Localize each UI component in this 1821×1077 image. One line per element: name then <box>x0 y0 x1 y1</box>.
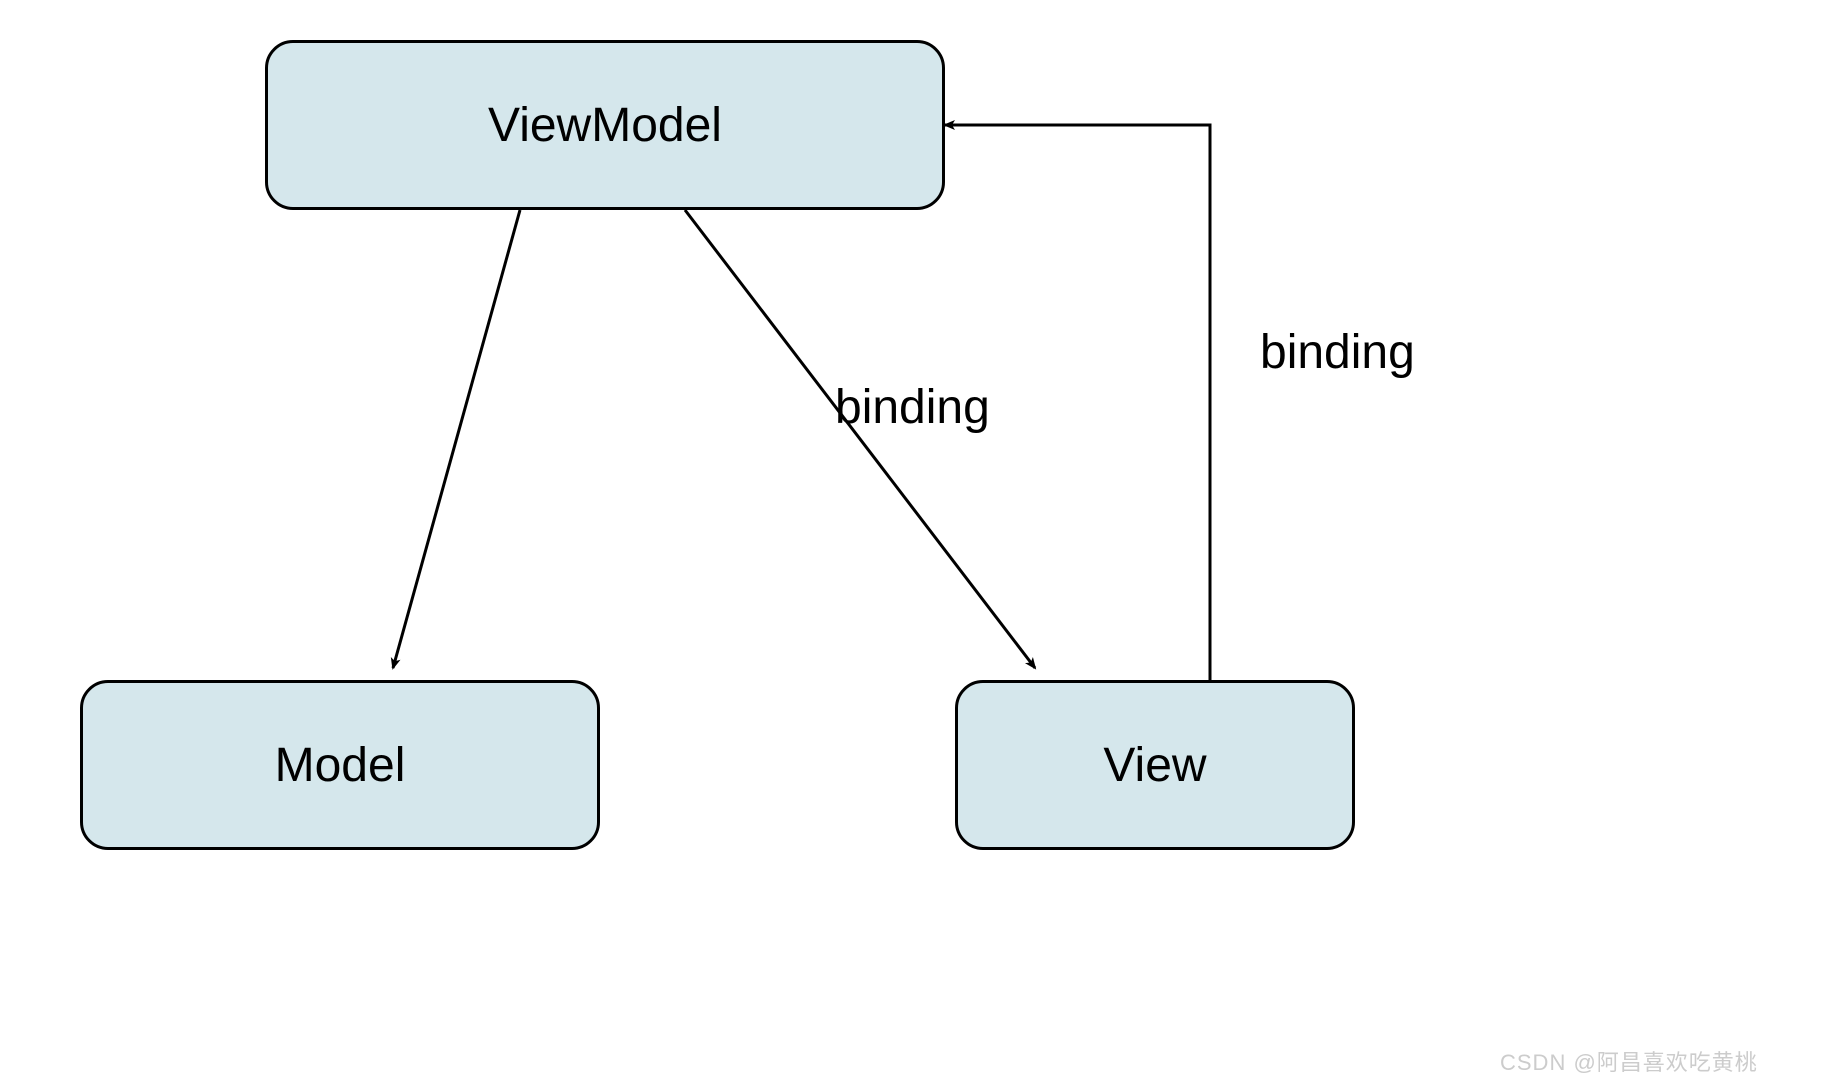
node-model-label: Model <box>275 738 406 793</box>
edge-vm-to-model <box>393 210 520 668</box>
node-model: Model <box>80 680 600 850</box>
node-viewmodel: ViewModel <box>265 40 945 210</box>
edge-vm-to-view <box>685 210 1035 668</box>
edge-label-view-to-vm: binding <box>1260 325 1415 380</box>
edge-label-vm-to-view: binding <box>835 380 990 435</box>
watermark: CSDN @阿昌喜欢吃黄桃 <box>1500 1045 1758 1077</box>
node-viewmodel-label: ViewModel <box>488 98 722 153</box>
mvvm-diagram: ViewModel Model View binding binding CSD… <box>0 0 1821 1075</box>
node-view-label: View <box>1103 738 1206 793</box>
node-view: View <box>955 680 1355 850</box>
